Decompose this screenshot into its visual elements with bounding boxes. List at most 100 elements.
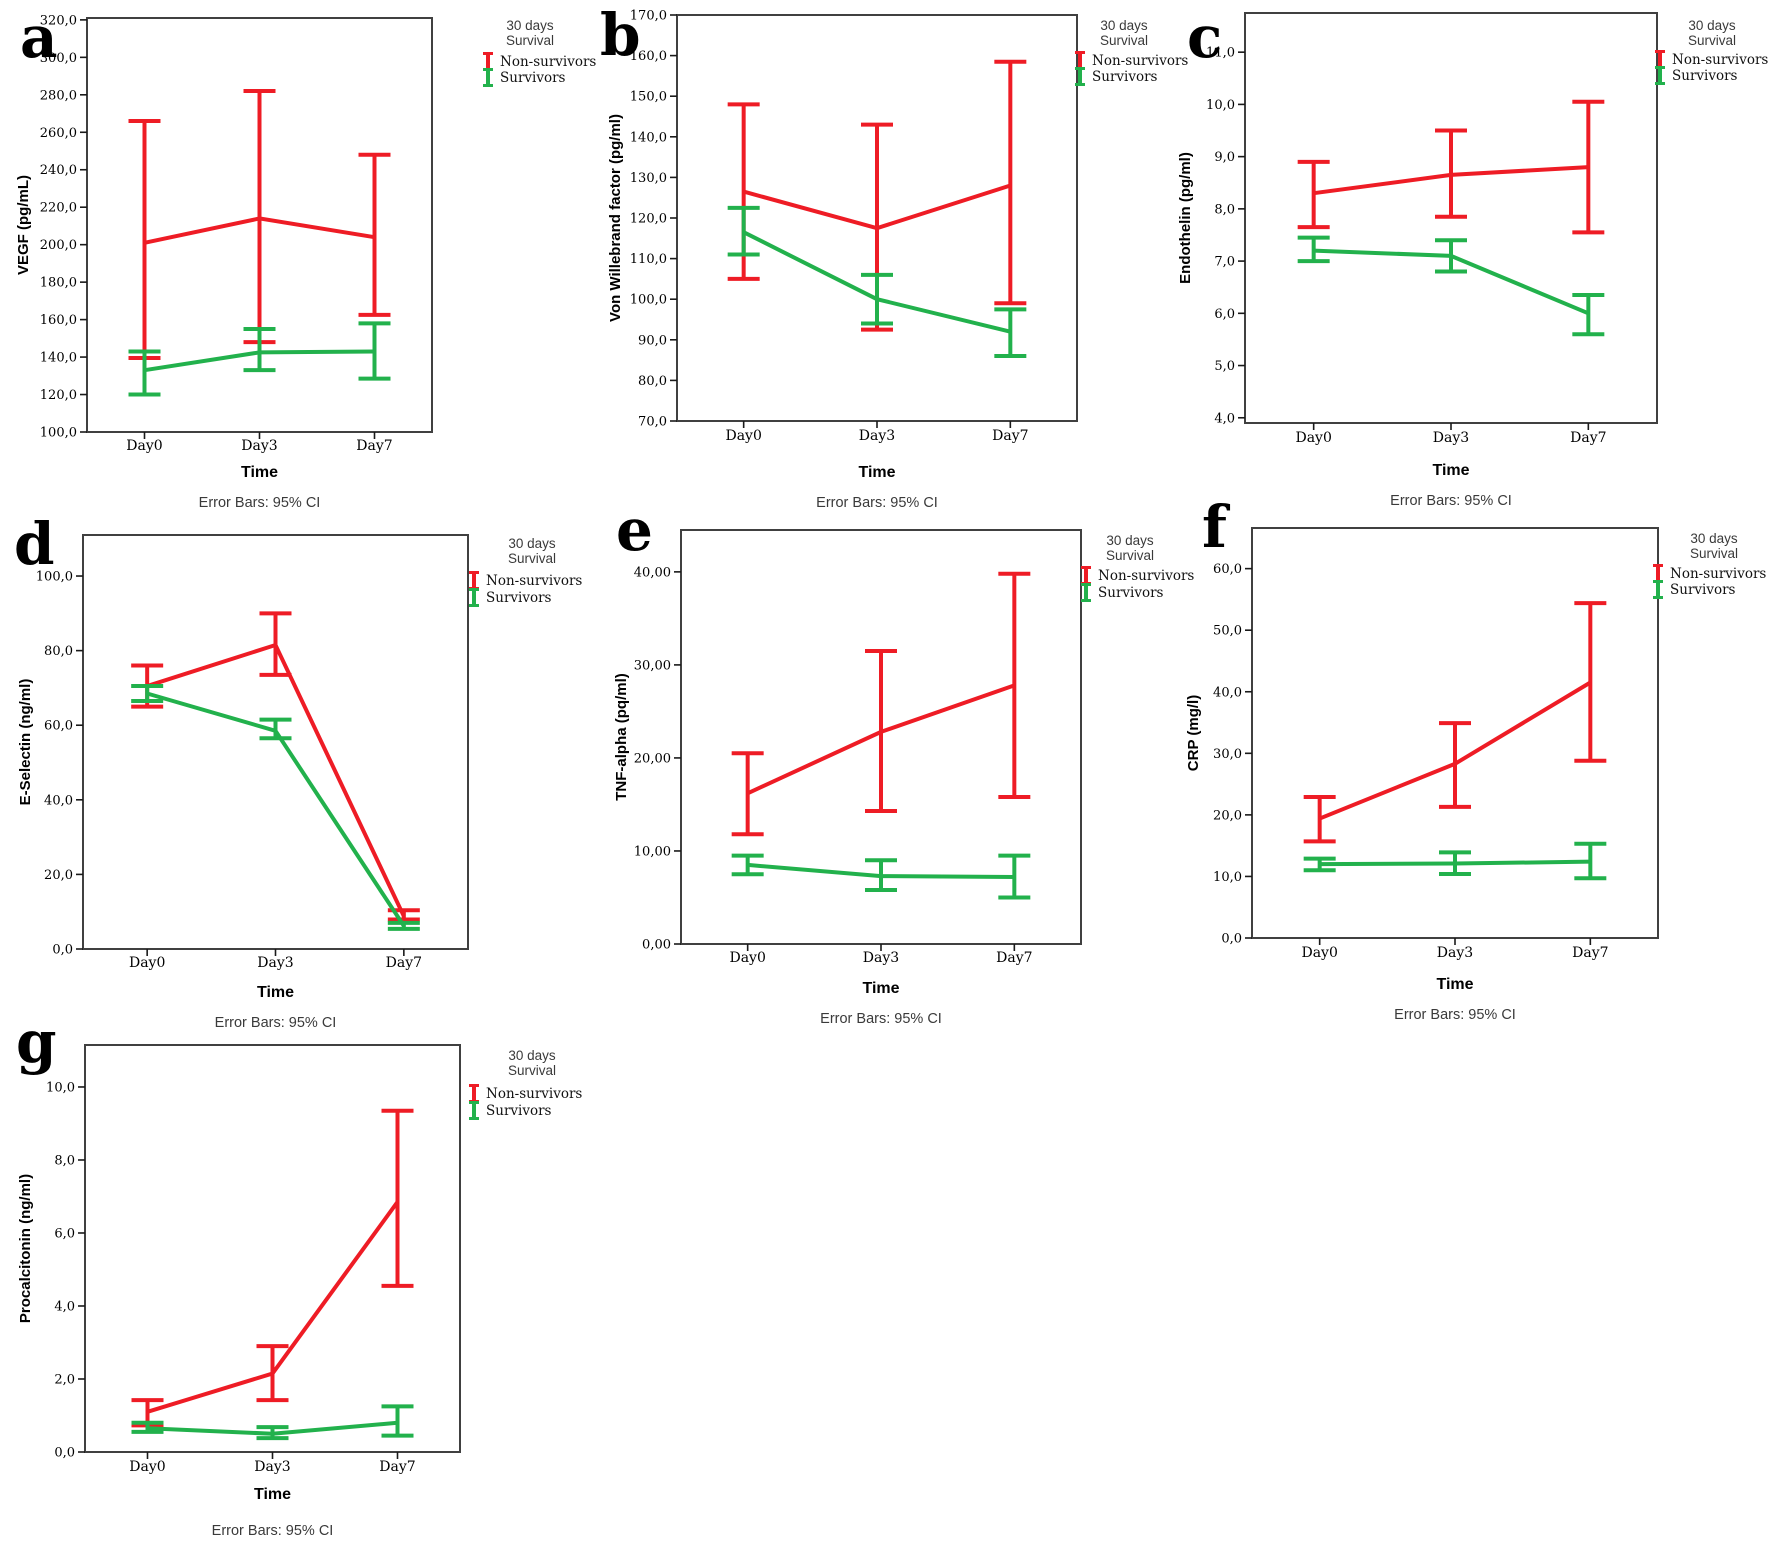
y-tick-label: 220,0 (40, 201, 77, 216)
error-bar-icon (483, 68, 493, 87)
y-tick-label: 10,0 (46, 1080, 75, 1095)
y-tick-label: 100,0 (630, 293, 667, 308)
y-tick-label: 280,0 (40, 88, 77, 103)
error-bars-caption: Error Bars: 95% CI (1394, 1007, 1516, 1023)
error-bar-icon (469, 1101, 479, 1120)
y-tick-label: 40,0 (44, 793, 73, 808)
legend-entry-non-survivors: Non-survivors (500, 54, 596, 70)
survivors-series (731, 853, 1031, 900)
legend-title-line2: Survival (1690, 546, 1738, 561)
y-tick-label: 9,0 (1214, 150, 1235, 165)
error-bar-icon (1655, 66, 1665, 85)
legend-entry-survivors: Survivors (486, 1103, 552, 1119)
non-survivors-line (146, 1200, 400, 1414)
y-tick-label: 130,0 (630, 171, 667, 186)
error-bar-icon (1081, 583, 1091, 602)
y-tick-label: 4,0 (54, 1299, 75, 1314)
survivors-line (146, 691, 406, 927)
y-tick-label: 120,0 (630, 212, 667, 227)
error-bar-icon (1653, 580, 1663, 599)
y-tick-label: 10,00 (634, 844, 671, 859)
x-axis-title: Time (858, 464, 895, 481)
x-tick-label: Day0 (1301, 945, 1337, 961)
y-tick-label: 70,0 (638, 415, 667, 430)
y-tick-label: 6,0 (54, 1226, 75, 1241)
legend-entry-non-survivors: Non-survivors (486, 1086, 582, 1102)
y-tick-label: 0,0 (54, 1446, 75, 1461)
y-axis-title: CRP (mg/l) (1185, 695, 1202, 771)
legend-entry-non-survivors: Non-survivors (1670, 566, 1766, 582)
panel-d: d 0,0 20,0 40,0 60,0 80,0 100,0 Day0 Day3 Day7 E-S… (14, 510, 582, 1031)
y-tick-label: 8,0 (1214, 202, 1235, 217)
non-survivors-series (1297, 99, 1605, 235)
y-tick-label: 140,0 (40, 351, 77, 366)
error-bars-caption: Error Bars: 95% CI (199, 495, 321, 511)
y-axis-title: VEGF (pg/mL) (15, 175, 32, 275)
error-bar-icon (483, 52, 493, 71)
x-tick-label: Day3 (241, 438, 277, 454)
y-tick-label: 11,0 (1206, 46, 1235, 61)
x-axis-title: Time (254, 1486, 291, 1503)
survivors-series (131, 1404, 414, 1441)
panel-a: a 100,0 120,0 140,0 160,0 180,0 200,0 220,0 240,… (15, 3, 596, 511)
legend-entry-survivors: Survivors (486, 590, 552, 606)
survivors-line (1319, 859, 1591, 867)
panel-e: e 0,00 10,00 20,00 30,00 40,00 Day0 Day3 Day7 TNF… (613, 496, 1194, 1027)
x-tick-label: Day7 (996, 950, 1032, 966)
x-tick-label: Day3 (859, 428, 895, 444)
error-bars-caption: Error Bars: 95% CI (212, 1523, 334, 1539)
x-axis-title: Time (1436, 976, 1473, 993)
y-tick-label: 30,0 (1213, 747, 1242, 762)
y-tick-label: 180,0 (40, 276, 77, 291)
y-tick-label: 20,0 (44, 868, 73, 883)
legend-entry-survivors: Survivors (500, 70, 566, 86)
panel-c-letter: c (1187, 3, 1222, 71)
legend-title-line1: 30 days (1690, 531, 1738, 546)
panel-d-plot-area (82, 534, 469, 950)
x-tick-label: Day7 (992, 428, 1028, 444)
y-tick-label: 260,0 (40, 126, 77, 141)
survivors-series (128, 321, 391, 397)
y-tick-label: 150,0 (630, 90, 667, 105)
survivors-line (747, 862, 1015, 880)
panel-b: b 70,0 80,0 90,0 100,0 110,0 120,0 130,0 140,0 15… (600, 1, 1188, 511)
y-tick-label: 0,0 (52, 943, 73, 958)
survivors-line (147, 1420, 398, 1436)
error-bar-icon (469, 1084, 479, 1103)
y-tick-label: 6,0 (1214, 307, 1235, 322)
non-survivors-series (727, 59, 1027, 332)
y-axis-title: TNF-alpha (pq/ml) (613, 673, 630, 801)
non-survivors-series (731, 571, 1031, 837)
y-tick-label: 10,0 (1213, 870, 1242, 885)
legend-entry-non-survivors: Non-survivors (1672, 52, 1768, 68)
legend-title-line2: Survival (1100, 33, 1148, 48)
y-axis-title: E-Selectin (ng/ml) (17, 679, 34, 806)
y-tick-label: 20,0 (1213, 808, 1242, 823)
error-bars-caption: Error Bars: 95% CI (820, 1011, 942, 1027)
legend-entry-non-survivors: Non-survivors (1098, 568, 1194, 584)
non-survivors-line (144, 216, 375, 245)
y-tick-label: 100,0 (40, 426, 77, 441)
y-axis-title: Von Willebrand factor (pg/ml) (607, 114, 624, 322)
panel-e-letter: e (616, 496, 653, 564)
y-tick-label: 20,00 (634, 751, 671, 766)
non-survivors-series (128, 89, 391, 361)
legend-title-line2: Survival (1106, 548, 1154, 563)
error-bars-caption: Error Bars: 95% CI (816, 495, 938, 511)
panel-f-letter: f (1202, 493, 1231, 561)
x-tick-label: Day3 (254, 1459, 290, 1475)
x-tick-label: Day0 (129, 955, 165, 971)
legend-title-line2: Survival (1688, 33, 1736, 48)
y-tick-label: 120,0 (40, 388, 77, 403)
survivors-series (727, 205, 1027, 359)
y-tick-label: 5,0 (1214, 359, 1235, 374)
y-tick-label: 100,0 (36, 570, 73, 585)
y-axis-title: Endothelin (pg/ml) (1177, 152, 1194, 284)
